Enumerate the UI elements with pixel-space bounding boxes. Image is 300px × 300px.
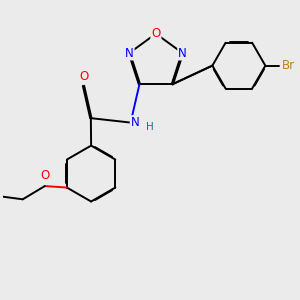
Text: O: O — [79, 70, 88, 83]
Text: N: N — [131, 116, 140, 129]
Text: O: O — [151, 27, 160, 40]
Text: N: N — [178, 46, 187, 59]
Text: Br: Br — [282, 59, 296, 72]
Text: H: H — [146, 122, 154, 132]
Text: N: N — [125, 46, 134, 59]
Text: O: O — [40, 169, 50, 182]
